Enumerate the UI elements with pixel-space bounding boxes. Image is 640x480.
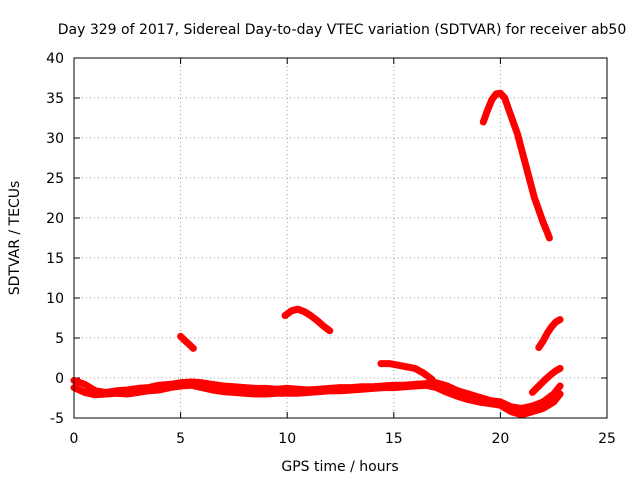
series-line-rise-22h-low [528,364,564,396]
series-line-rise-22h [535,316,564,352]
y-tick-label: 35 [46,91,64,107]
y-axis-label: SDTVAR / TECUs [7,181,23,296]
series-line-segment-5h [177,332,197,352]
chart-title: Day 329 of 2017, Sidereal Day-to-day VTE… [58,22,627,38]
series-line-segment-10h [281,305,334,335]
x-tick-label: 0 [70,431,79,447]
y-tick-label: -5 [50,411,64,427]
gridlines [74,58,607,418]
y-tick-label: 40 [46,51,64,67]
y-tick-label: 30 [46,131,64,147]
x-tick-label: 20 [491,431,509,447]
y-tick-label: 10 [46,291,64,307]
plot-frame [73,57,608,419]
y-tick-label: 5 [55,331,64,347]
x-tick-label: 15 [385,431,403,447]
y-tick-label: 20 [46,211,64,227]
x-tick-label: 5 [176,431,185,447]
axis-ticks [73,57,608,419]
x-tick-labels: 0 5 10 15 20 25 [70,431,616,447]
x-tick-label: 10 [278,431,296,447]
series-line-baseline-b [70,381,564,419]
series-line-peak-20h [479,89,553,242]
y-tick-label: 15 [46,251,64,267]
data-series [70,89,564,419]
y-tick-labels: -5 0 5 10 15 20 25 30 35 40 [46,51,64,427]
y-tick-label: 0 [55,371,64,387]
x-tick-label: 25 [598,431,616,447]
series-line-segment-15h [377,360,436,384]
x-axis-label: GPS time / hours [281,459,398,475]
y-tick-label: 25 [46,171,64,187]
